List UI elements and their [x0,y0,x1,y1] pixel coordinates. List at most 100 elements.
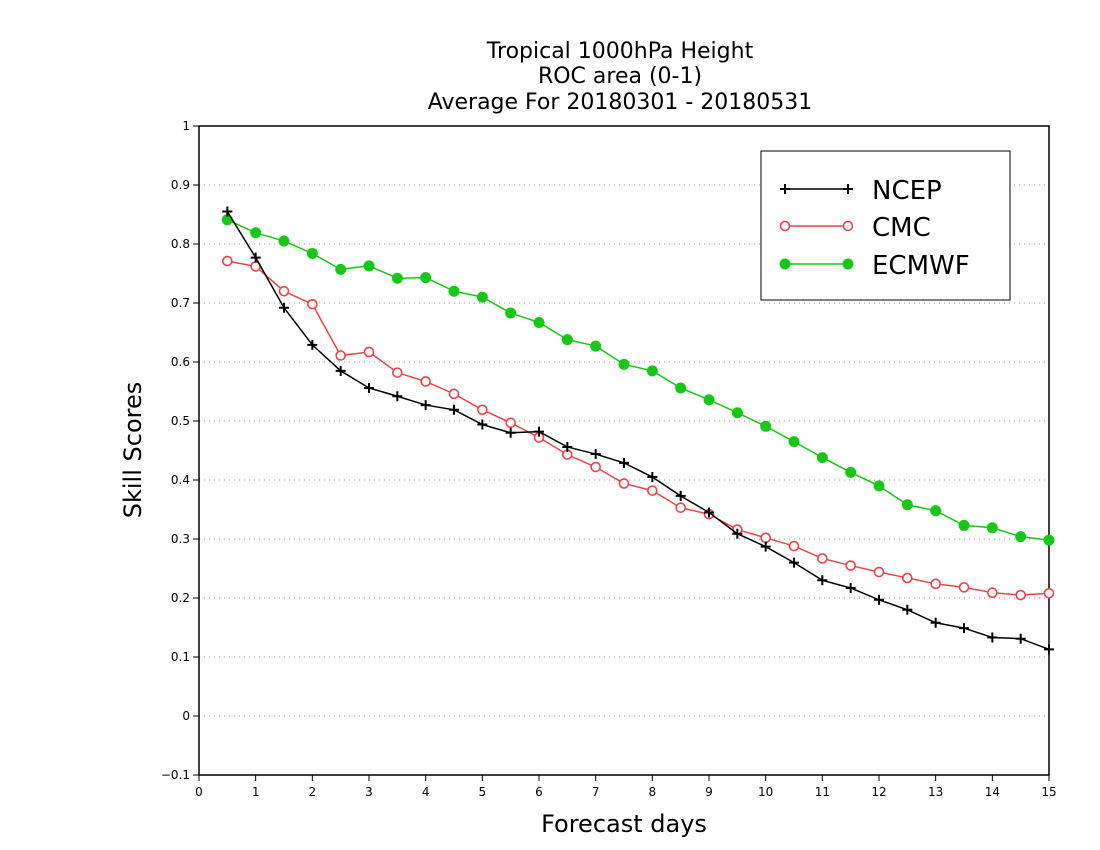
data-point-ncep [279,302,289,313]
data-point-cmc [647,485,658,496]
x-tick-label: 4 [422,785,430,799]
data-point-cmc [873,566,885,578]
data-point-ecmwf [1043,534,1055,546]
y-tick-label: 0.9 [171,178,190,192]
data-point-ncep [845,582,856,593]
data-point-cmc [788,540,800,552]
data-point-cmc [618,478,630,489]
x-tick-label: 5 [479,785,487,799]
data-point-ncep [704,507,714,518]
data-point-ecmwf [250,227,262,239]
data-point-ncep [222,206,233,217]
data-point-cmc [307,298,318,310]
data-point-ecmwf [703,394,715,406]
series-cmc [222,255,1055,601]
data-point-ncep [590,449,601,460]
y-tick-label: 0.1 [171,650,190,664]
data-point-ncep [534,426,544,437]
data-point-cmc [505,417,516,429]
data-point-ecmwf [816,452,828,464]
y-tick-label: 0.7 [171,296,190,310]
data-point-ncep [647,472,658,483]
data-point-ncep [619,457,629,468]
legend-marker-ncep [843,184,853,194]
data-point-cmc [1015,589,1026,601]
data-point-ecmwf [448,285,460,297]
data-point-ncep [335,365,346,376]
data-point-ecmwf [420,272,432,284]
data-point-cmc [448,388,460,400]
legend: NCEP CMC ECMWF [760,150,1011,301]
data-point-ncep [364,382,374,393]
legend-marker-ncep [780,184,790,194]
data-point-cmc [958,582,970,593]
data-point-ncep [477,419,488,430]
y-tick-label: 1 [182,119,190,133]
data-point-ecmwf [958,519,970,531]
chart-title-line-3: Average For 20180301 - 20180531 [428,90,813,115]
x-tick-label: 8 [649,785,657,799]
x-tick-label: 13 [928,785,943,799]
y-axis-ticks: −0.1 0 0.1 0.2 0.3 0.4 0.5 0.6 0.7 0.8 0.9 1 [161,119,199,782]
data-point-ncep [1015,633,1026,644]
data-point-cmc [335,350,346,361]
legend-label-ncep: NCEP [872,176,942,206]
data-point-cmc [930,578,941,590]
data-point-ncep [675,490,686,501]
data-point-ncep [987,632,998,643]
legend-marker-ecmwf [779,258,791,270]
x-tick-label: 7 [592,785,600,799]
data-point-cmc [987,587,998,598]
data-point-ecmwf [306,247,318,259]
data-point-cmc [845,560,856,571]
data-point-ecmwf [986,522,998,534]
data-point-cmc [222,255,233,267]
data-point-ecmwf [618,358,630,370]
data-series [221,206,1055,655]
x-tick-label: 12 [871,785,886,799]
data-point-ncep [307,339,318,350]
x-tick-label: 6 [535,785,543,799]
data-point-ncep [930,617,941,628]
legend-label-ecmwf: ECMWF [872,251,970,281]
x-tick-label: 9 [705,785,713,799]
x-axis-label: Forecast days [541,810,707,838]
data-point-ncep [250,252,261,263]
legend-marker-cmc [779,220,791,232]
data-point-cmc [363,346,375,358]
x-tick-label: 0 [195,785,203,799]
data-point-ecmwf [278,235,290,247]
data-point-cmc [1043,587,1055,599]
data-point-ecmwf [873,480,885,492]
data-point-ncep [562,441,573,452]
data-point-ecmwf [391,272,403,284]
data-point-ncep [505,427,516,438]
x-tick-label: 11 [815,785,830,799]
data-point-cmc [760,532,771,544]
data-point-cmc [902,572,913,584]
data-point-ncep [902,604,913,615]
data-point-ncep [732,528,743,539]
legend-label-cmc: CMC [872,213,931,243]
y-tick-label: 0.2 [171,591,190,605]
data-point-cmc [817,553,828,564]
x-tick-label: 15 [1041,785,1056,799]
series-ecmwf [221,214,1055,546]
data-point-ecmwf [505,307,517,319]
data-point-cmc [590,461,601,473]
y-tick-label: 0.5 [171,414,190,428]
y-tick-label: 0.8 [171,237,190,251]
data-point-ncep [760,541,771,552]
data-point-ncep [392,391,403,402]
x-tick-label: 1 [252,785,260,799]
y-tick-label: 0.3 [171,532,190,546]
data-point-ecmwf [788,436,800,448]
x-tick-label: 3 [365,785,373,799]
data-point-ncep [449,404,459,415]
data-point-ecmwf [1015,531,1027,543]
plot-area-frame [198,125,1050,776]
chart-title: Tropical 1000hPa Height ROC area (0-1) A… [428,39,813,115]
data-point-ncep [874,594,884,605]
series-line-cmc [227,260,1050,596]
